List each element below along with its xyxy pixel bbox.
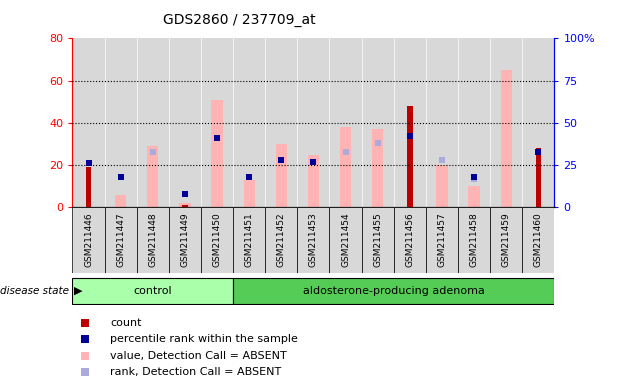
Text: disease state: disease state [0,286,69,296]
Text: GSM211456: GSM211456 [405,213,415,267]
Text: GSM211447: GSM211447 [116,213,125,267]
Bar [182,205,188,207]
Bar [212,99,222,207]
Bar [137,207,169,273]
Bar [372,129,383,207]
Bar [407,106,413,207]
Bar [362,38,394,207]
Text: rank, Detection Call = ABSENT: rank, Detection Call = ABSENT [110,367,282,377]
Text: GSM211453: GSM211453 [309,213,318,267]
Text: percentile rank within the sample: percentile rank within the sample [110,334,298,344]
Bar [105,38,137,207]
Text: GSM211451: GSM211451 [244,213,254,267]
Text: GSM211455: GSM211455 [373,213,382,267]
Bar [362,207,394,273]
Bar [522,207,554,273]
Bar [265,207,297,273]
Bar [105,207,137,273]
Bar [490,38,522,207]
Bar [233,38,265,207]
Text: ▶: ▶ [74,286,82,296]
Bar [147,146,158,207]
Bar [437,165,447,207]
Bar [522,38,554,207]
Bar [169,38,201,207]
Bar [180,203,190,207]
Bar [536,148,541,207]
Bar [501,70,512,207]
Bar [233,278,554,304]
Bar [329,38,362,207]
Bar [394,207,426,273]
Bar [340,127,351,207]
Text: GSM211449: GSM211449 [180,213,190,267]
Bar [72,38,105,207]
Bar [201,207,233,273]
Bar [115,195,126,207]
Bar [426,38,458,207]
Bar [458,38,490,207]
Bar [469,186,479,207]
Text: GSM211457: GSM211457 [437,213,447,267]
Bar [86,167,91,207]
Text: count: count [110,318,142,328]
Bar [329,207,362,273]
Text: GSM211446: GSM211446 [84,213,93,267]
Text: GSM211458: GSM211458 [469,213,479,267]
Bar [72,207,105,273]
Text: GSM211459: GSM211459 [501,213,511,267]
Bar [297,38,329,207]
Bar [233,207,265,273]
Text: GSM211460: GSM211460 [534,213,543,267]
Bar [394,38,426,207]
Bar [276,144,287,207]
Bar [244,180,255,207]
Bar [72,278,233,304]
Bar [137,38,169,207]
Text: GSM211452: GSM211452 [277,213,286,267]
Bar [308,154,319,207]
Bar [458,207,490,273]
Text: GSM211448: GSM211448 [148,213,158,267]
Bar [426,207,458,273]
Bar [265,38,297,207]
Bar [169,207,201,273]
Text: GSM211454: GSM211454 [341,213,350,267]
Text: value, Detection Call = ABSENT: value, Detection Call = ABSENT [110,351,287,361]
Text: aldosterone-producing adenoma: aldosterone-producing adenoma [303,286,484,296]
Text: GSM211450: GSM211450 [212,213,222,267]
Bar [490,207,522,273]
Text: GDS2860 / 237709_at: GDS2860 / 237709_at [163,13,316,27]
Bar [297,207,329,273]
Bar [201,38,233,207]
Text: control: control [134,286,172,296]
